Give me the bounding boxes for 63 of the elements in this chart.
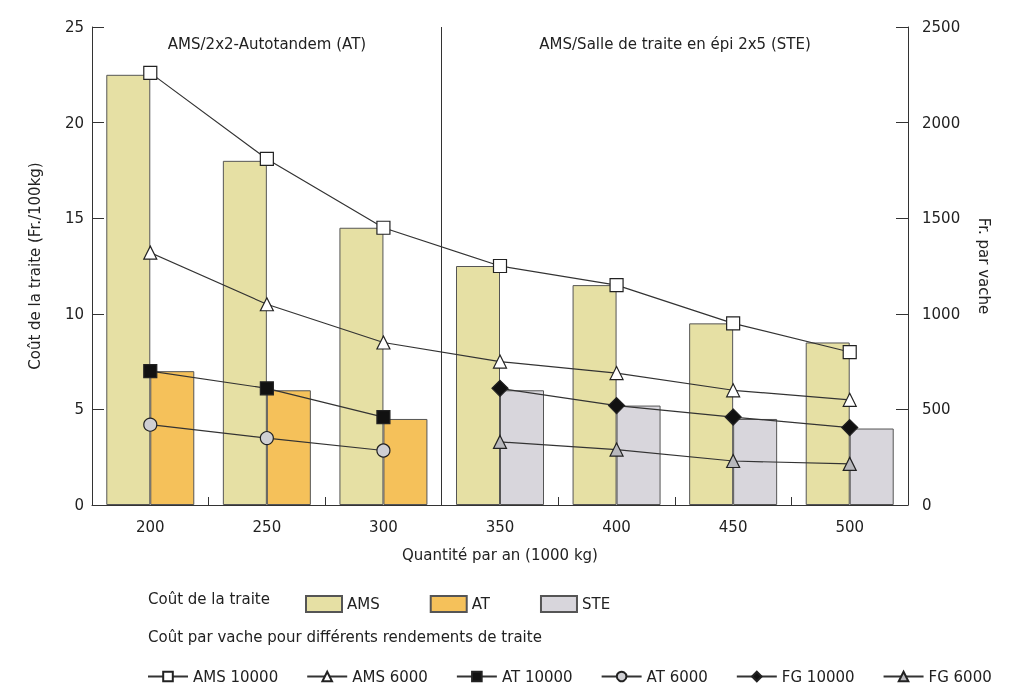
y2-tick-label: 2500 [922, 18, 961, 36]
y2-tick-label: 2000 [922, 113, 961, 132]
y2-tick-label: 1500 [922, 209, 961, 228]
point [609, 278, 624, 293]
point [842, 392, 857, 407]
text: Coût par vache pour différents rendements de traite [148, 628, 542, 646]
y2-tick-label: 500 [922, 400, 951, 419]
legend-label: AMS [347, 595, 380, 613]
y-tick-label: 25 [64, 18, 84, 36]
y2-tick-label: 0 [922, 496, 932, 514]
point [492, 258, 508, 274]
point [143, 364, 158, 379]
legend-label: STE [581, 595, 611, 613]
point [492, 434, 508, 449]
legend-label: AT 6000 [646, 667, 708, 686]
y2-tick-label: 1000 [922, 304, 961, 323]
y-tick-label: 20 [64, 113, 84, 132]
legend-label: FG 10000 [781, 667, 855, 686]
y2-axis-title: Fr. par vache [974, 217, 993, 315]
legend-label: AT [471, 595, 491, 613]
point [259, 430, 274, 446]
point [492, 354, 508, 369]
annotation: AMS/Salle de traite en épi 2x5 (STE) [539, 35, 811, 53]
point [609, 365, 624, 381]
legend-label: FG 6000 [928, 667, 992, 686]
point [609, 442, 624, 457]
point [143, 245, 158, 260]
point [841, 418, 859, 437]
point [376, 409, 391, 425]
point [726, 453, 741, 469]
point [376, 335, 391, 350]
legend-label: AMS 6000 [352, 667, 428, 686]
point [842, 456, 857, 471]
y-tick-label: 5 [74, 400, 84, 419]
y-tick-label: 10 [64, 304, 84, 323]
x-tick-label: 500 [835, 517, 865, 536]
x-axis-title: Quantité par an (1000 kg) [402, 545, 598, 564]
y-tick-label: 0 [74, 496, 84, 514]
point [259, 381, 274, 396]
legend-title: Coût de la traite [148, 590, 270, 608]
point [143, 417, 158, 432]
annotation: AMS/2x2-Autotandem (AT) [167, 35, 367, 53]
point [842, 344, 857, 360]
point [726, 383, 741, 398]
x-tick-label: 400 [602, 517, 631, 536]
x-tick-label: 250 [252, 517, 282, 536]
x-tick-label: 350 [485, 517, 515, 536]
point [607, 396, 626, 415]
point [376, 443, 391, 458]
point [491, 379, 509, 397]
point [259, 151, 274, 167]
point [376, 220, 391, 235]
point [724, 408, 742, 426]
point [259, 297, 274, 312]
legend-label: AMS 10000 [193, 667, 279, 686]
y-axis-title: Coût de la traite (Fr./100kg) [25, 162, 44, 370]
x-tick-label: 200 [135, 517, 165, 536]
legend-label: AT 10000 [501, 667, 573, 686]
y-tick-label: 15 [64, 209, 84, 228]
x-tick-label: 450 [718, 517, 748, 536]
point [726, 316, 741, 331]
x-tick-label: 300 [369, 517, 398, 536]
point [143, 65, 158, 80]
